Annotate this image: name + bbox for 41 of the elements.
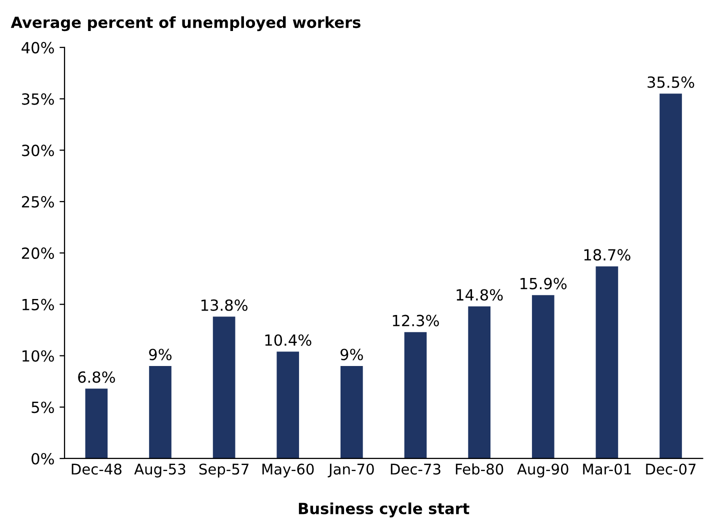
x-tick-label: Dec-73	[390, 464, 440, 475]
y-tick-label: 15%	[22, 298, 54, 310]
x-tick-label: Mar-01	[583, 464, 631, 475]
bar	[660, 94, 682, 458]
bar	[596, 266, 618, 458]
bar	[85, 388, 108, 458]
bar	[404, 332, 427, 458]
data-label: 12.3%	[392, 314, 439, 326]
bar	[212, 316, 236, 458]
data-label: 9%	[340, 348, 363, 360]
x-tick-label: Feb-80	[456, 463, 504, 475]
x-tick-label: Dec-07	[646, 464, 696, 475]
data-label: 14.8%	[456, 289, 503, 301]
y-tick-label: 10%	[22, 350, 54, 362]
bar	[276, 352, 300, 458]
x-tick-label: Aug-90	[517, 464, 568, 478]
data-label: 10.4%	[265, 334, 312, 346]
chart-title: Average percent of unemployed workers	[10, 16, 360, 32]
x-tick-label: May-60	[262, 464, 314, 478]
data-label: 15.9%	[520, 278, 567, 290]
bar	[149, 366, 172, 458]
bar	[468, 306, 490, 458]
x-tick-label: Sep-57	[199, 464, 248, 478]
x-tick-label: Aug-53	[134, 464, 186, 478]
data-label: 9%	[149, 348, 172, 360]
x-axis-title: Business cycle start	[298, 502, 470, 518]
y-tick-label: 5%	[32, 402, 54, 414]
y-tick-label: 20%	[22, 247, 54, 259]
data-label: 6.8%	[78, 371, 115, 383]
data-label: 35.5%	[648, 76, 694, 88]
y-tick-label: 40%	[22, 42, 54, 54]
data-label: 18.7%	[584, 249, 630, 261]
bar	[532, 295, 554, 458]
y-tick-label: 30%	[22, 144, 54, 156]
bar	[340, 366, 363, 458]
y-tick-label: 35%	[22, 93, 54, 105]
data-label: 13.8%	[201, 299, 248, 311]
x-tick-label: Dec-48	[72, 464, 122, 475]
x-tick-label: Jan-70	[328, 464, 374, 478]
y-tick-label: 25%	[22, 196, 54, 208]
y-tick-label: 0%	[32, 452, 54, 465]
